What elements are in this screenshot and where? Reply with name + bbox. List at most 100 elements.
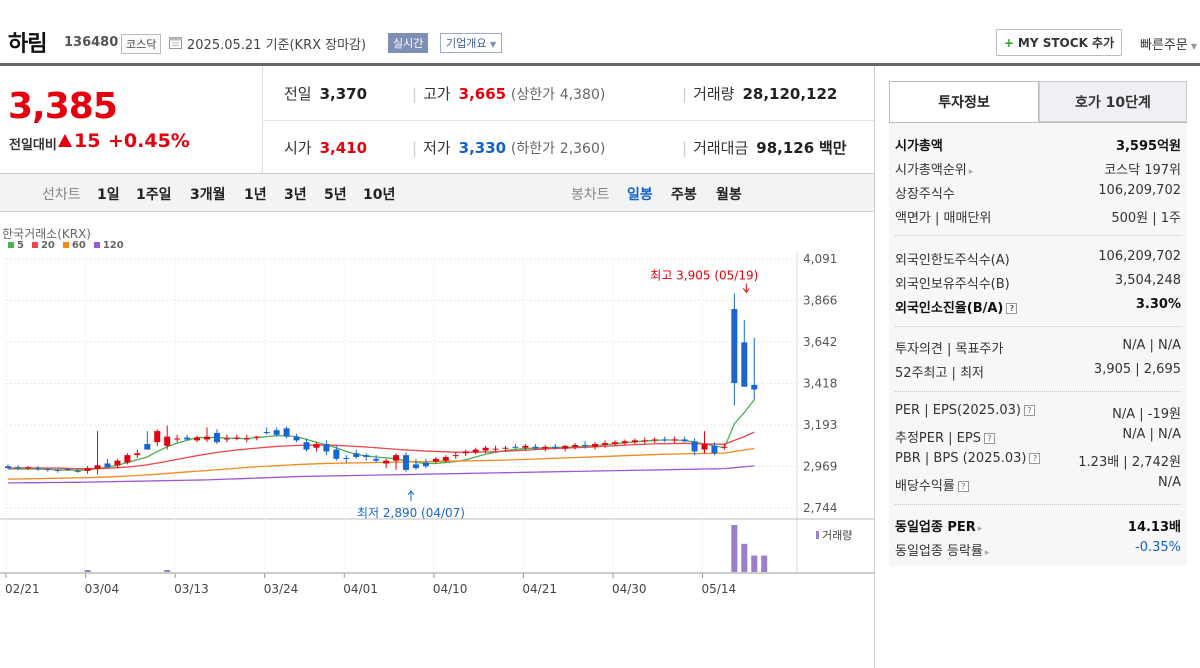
candle-body — [482, 447, 489, 451]
tab-order-book[interactable]: 호가 10단계 — [1039, 81, 1187, 122]
tab-3y[interactable]: 3년 — [284, 187, 307, 203]
volume-bar — [84, 570, 91, 572]
info-row-market-cap-rank[interactable]: 시가총액순위 ▸ 코스닥 197위 — [895, 163, 1181, 178]
info-row-market-cap: 시가총액 3,595억원 — [895, 139, 1181, 154]
ma-line-120 — [8, 465, 755, 484]
up-triangle-icon — [58, 134, 72, 147]
x-tick-label: 04/10 — [433, 582, 468, 596]
tab-1w[interactable]: 1주일 — [136, 187, 172, 203]
x-tick-label: 04/01 — [343, 582, 378, 596]
x-tick-label: 05/14 — [702, 582, 737, 596]
candle-body — [631, 440, 638, 443]
candle-body — [134, 453, 141, 456]
info-row-sector-change[interactable]: 동일업종 등락률 ▸ -0.35% — [895, 540, 1181, 559]
candle-body — [84, 468, 91, 471]
ma-line-5 — [8, 399, 755, 471]
help-icon[interactable]: ? — [1023, 405, 1035, 416]
add-my-stock-label: MY STOCK 추가 — [1017, 36, 1115, 50]
candle-body — [64, 468, 71, 470]
stock-header: 하림 136480 코스닥 2025.05.21 기준(KRX 장마감) 실시간… — [0, 0, 1200, 64]
candle-body — [303, 442, 310, 450]
candle-body — [522, 445, 529, 448]
candle-body — [472, 449, 479, 453]
company-overview-label: 기업개요 — [446, 37, 487, 50]
price-change-percent: +0.45% — [108, 130, 190, 152]
legend-item: 5 — [8, 240, 24, 251]
candle-body — [751, 384, 758, 390]
tab-1y[interactable]: 1년 — [244, 187, 267, 203]
legend-item: 120 — [93, 240, 124, 251]
candle-body — [691, 441, 698, 452]
divider — [895, 504, 1181, 505]
candle-body — [164, 436, 171, 446]
volume-bar — [731, 525, 738, 572]
divider — [895, 235, 1181, 236]
help-icon[interactable]: ? — [957, 481, 969, 492]
candle-body — [24, 467, 31, 469]
candle-body — [313, 444, 320, 448]
candle-body — [154, 431, 161, 443]
divider — [895, 326, 1181, 327]
info-tabs: 투자정보 호가 10단계 — [889, 81, 1187, 122]
candle-body — [44, 468, 51, 470]
chevron-down-icon: ▼ — [1190, 42, 1197, 51]
x-tick-label: 03/13 — [174, 582, 209, 596]
add-my-stock-button[interactable]: + MY STOCK 추가 — [996, 29, 1122, 56]
candle-body — [373, 458, 380, 461]
volume-bar — [761, 555, 768, 572]
tab-10y[interactable]: 10년 — [363, 187, 396, 203]
chevron-right-icon: ▸ — [977, 524, 983, 534]
info-row-sector-per[interactable]: 동일업종 PER ▸ 14.13배 — [895, 520, 1181, 535]
candle-body — [611, 442, 618, 445]
candle-body — [412, 464, 419, 469]
tab-investment-info[interactable]: 투자정보 — [889, 81, 1039, 122]
quick-order-menu[interactable]: 빠른주문 ▼ — [1140, 34, 1197, 53]
realtime-button[interactable]: 실시간 — [388, 33, 429, 53]
ma-line-60 — [7, 447, 755, 480]
candle-body — [512, 446, 519, 448]
candle-body — [442, 456, 449, 461]
info-row-face-value: 액면가 | 매매단위 500원 | 1주 — [895, 211, 1181, 226]
legend-swatch — [31, 242, 38, 248]
tab-monthly[interactable]: 월봉 — [716, 187, 742, 203]
help-icon[interactable]: ? — [1029, 453, 1041, 464]
price-change: 15 — [74, 130, 101, 152]
candle-body — [602, 443, 608, 445]
help-icon[interactable]: ? — [1006, 303, 1018, 314]
candle-body — [343, 457, 350, 459]
company-overview-dropdown[interactable]: 기업개요 ▼ — [440, 33, 503, 53]
candle-body — [711, 445, 718, 454]
candle-body — [452, 455, 459, 457]
divider — [874, 63, 1200, 66]
y-tick-label: 3,866 — [803, 294, 837, 308]
investment-info-panel: 투자정보 호가 10단계 시가총액 3,595억원 시가총액순위 ▸ 코스닥 197위… — [874, 66, 1200, 668]
min-arrow-head-icon — [407, 490, 415, 496]
tab-weekly[interactable]: 주봉 — [671, 187, 697, 203]
candle-body — [174, 438, 181, 440]
candle-body — [592, 444, 599, 447]
tab-3m[interactable]: 3개월 — [190, 187, 226, 203]
price-chart[interactable]: 한국거래소(KRX) 5 20 60 120 4,091 3,866 3,642 3,418… — [0, 213, 874, 603]
candle-body — [671, 439, 678, 441]
x-tick-label: 04/30 — [612, 582, 647, 596]
info-row-dividend: 배당수익률? N/A — [895, 475, 1181, 494]
candle-body — [621, 441, 628, 444]
help-icon[interactable]: ? — [983, 433, 995, 444]
legend-item: 60 — [62, 240, 86, 251]
candle-body — [741, 342, 748, 387]
plus-icon: + — [1003, 35, 1014, 50]
high-price: | 고가 3,665 (상한가 4,380) — [412, 85, 606, 103]
tab-1d[interactable]: 1일 — [97, 187, 120, 203]
tab-5y[interactable]: 5년 — [324, 187, 347, 203]
price-summary: 3,385 전일대비 15 +0.45% 전일 3,370 | 고가 3,665 (상… — [0, 66, 874, 174]
chart-period-tabs: 선차트 1일 1주일 3개월 1년 3년 5년 10년 봉차트 일봉 주봉 월봉 — [0, 174, 874, 212]
tab-daily[interactable]: 일봉 — [627, 187, 653, 203]
volume-legend-swatch — [816, 531, 819, 539]
candle-body — [363, 455, 370, 457]
candle-body — [243, 438, 250, 440]
candle-body — [542, 446, 549, 449]
base-date: 2025.05.21 기준(KRX 장마감) — [187, 38, 367, 53]
market-badge: 코스닥 — [121, 34, 162, 54]
candle-body — [502, 447, 509, 449]
chevron-down-icon: ▼ — [489, 40, 497, 49]
